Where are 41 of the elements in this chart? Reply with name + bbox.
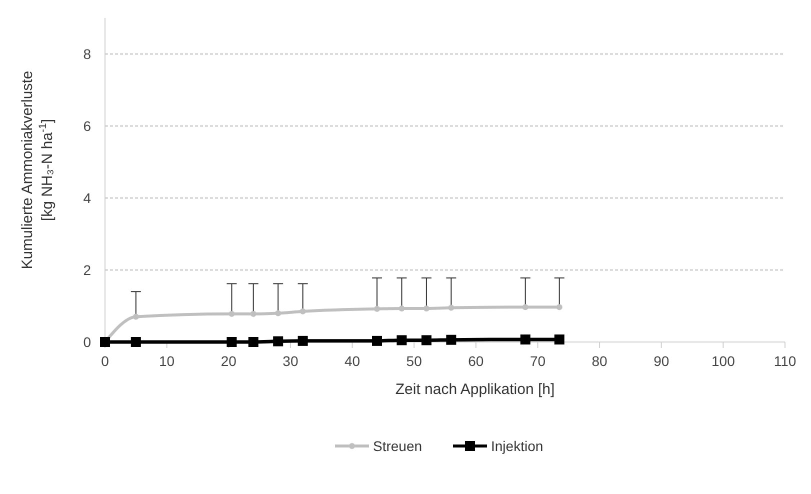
- point: [275, 310, 282, 316]
- point: [446, 334, 456, 345]
- x-tick-label: 20: [220, 353, 237, 369]
- point: [374, 306, 380, 312]
- x-tick-label: 80: [592, 353, 608, 369]
- point: [132, 314, 139, 320]
- y-tick-label: 8: [83, 46, 92, 62]
- point: [554, 334, 564, 344]
- point: [522, 304, 528, 310]
- legend-label: Streuen: [373, 438, 422, 454]
- x-tick-label: 10: [159, 353, 175, 369]
- point: [248, 337, 258, 347]
- x-axis-title: Zeit nach Applikation [h]: [395, 381, 555, 398]
- point: [448, 304, 454, 311]
- x-tick-label: 50: [406, 353, 422, 369]
- point: [298, 336, 308, 346]
- point: [398, 306, 405, 312]
- point: [228, 310, 235, 317]
- point: [396, 335, 407, 346]
- x-tick-label: 0: [101, 353, 110, 369]
- x-tick-label: 30: [282, 353, 298, 369]
- y-tick-label: 2: [83, 262, 92, 278]
- x-tick-label: 110: [774, 353, 796, 369]
- point: [372, 336, 382, 346]
- point: [520, 334, 530, 344]
- y-tick-label: 6: [83, 118, 92, 134]
- x-tick-label: 90: [654, 353, 670, 369]
- y-tick-label: 4: [83, 190, 92, 206]
- y-tick-label: 0: [83, 334, 92, 350]
- x-tick-label: 100: [712, 353, 736, 369]
- point: [250, 310, 256, 317]
- x-tick-label: 60: [468, 353, 484, 369]
- x-tick-label: 70: [530, 353, 546, 369]
- point: [226, 337, 237, 347]
- point: [421, 335, 432, 346]
- point: [273, 336, 284, 346]
- point: [556, 304, 562, 310]
- legend-label: Injektion: [491, 438, 544, 454]
- x-tick-label: 40: [344, 353, 360, 369]
- point: [300, 308, 306, 314]
- point: [130, 337, 141, 347]
